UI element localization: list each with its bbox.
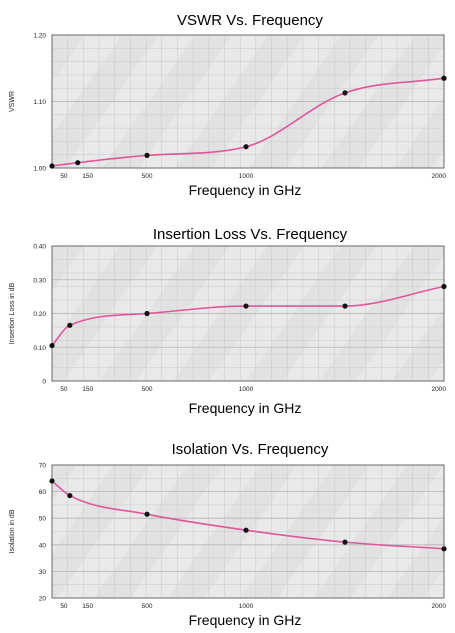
vswr-data-point bbox=[441, 75, 447, 81]
vswr-plot-frame bbox=[51, 34, 445, 169]
isolation-y-tick-label: 60 bbox=[39, 489, 47, 496]
isolation-y-tick-label: 30 bbox=[39, 569, 47, 576]
insertion-loss-data-point bbox=[342, 303, 348, 309]
insertion-loss-grid bbox=[52, 245, 444, 382]
insertion-loss-x-tick-label: 500 bbox=[142, 386, 153, 393]
insertion-loss-y-tick-label: 0.20 bbox=[33, 311, 46, 318]
isolation-data-point bbox=[67, 492, 73, 499]
vswr-x-tick-label: 1000 bbox=[239, 173, 254, 180]
insertion-loss-plot-frame bbox=[51, 245, 445, 382]
isolation-chart-title: Isolation Vs. Frequency bbox=[172, 441, 329, 458]
vswr-y-tick-label: 1.10 bbox=[33, 99, 46, 106]
isolation-data-point bbox=[49, 478, 55, 484]
isolation-y-axis-label: Isolation in dB bbox=[9, 509, 16, 553]
isolation-data-point bbox=[243, 527, 249, 533]
isolation-x-tick-label: 150 bbox=[82, 603, 93, 610]
insertion-loss-y-tick-label: 0 bbox=[42, 379, 46, 386]
isolation-x-tick-label: 1000 bbox=[239, 603, 254, 610]
insertion-loss-chart: Insertion Loss Vs. Frequency 0 0.10 0.20 0.3… bbox=[9, 226, 447, 416]
insertion-loss-chart-title: Insertion Loss Vs. Frequency bbox=[153, 226, 348, 243]
insertion-loss-data-point bbox=[441, 283, 447, 290]
insertion-loss-y-tick-label: 0.40 bbox=[33, 244, 46, 251]
isolation-data-point bbox=[441, 546, 447, 552]
insertion-loss-y-axis-label: Insertion Loss in dB bbox=[9, 282, 16, 344]
insertion-loss-x-tick-label: 50 bbox=[60, 386, 68, 393]
insertion-loss-x-tick-label: 150 bbox=[82, 386, 93, 393]
isolation-y-tick-label: 40 bbox=[39, 542, 47, 549]
insertion-loss-data-point bbox=[49, 342, 55, 349]
vswr-data-point bbox=[342, 90, 348, 96]
vswr-x-tick-label: 150 bbox=[82, 173, 93, 180]
vswr-x-tick-label: 500 bbox=[142, 173, 153, 180]
isolation-y-tick-label: 70 bbox=[39, 463, 47, 470]
vswr-x-axis-label: Frequency in GHz bbox=[189, 182, 302, 198]
isolation-y-tick-label: 50 bbox=[39, 516, 47, 523]
insertion-loss-data-point bbox=[67, 322, 73, 328]
isolation-y-tick-label: 20 bbox=[39, 596, 47, 603]
isolation-x-tick-label: 50 bbox=[60, 603, 68, 610]
vswr-y-axis-label: VSWR bbox=[9, 91, 16, 112]
insertion-loss-x-tick-label: 2000 bbox=[432, 386, 447, 393]
isolation-data-point bbox=[144, 511, 150, 517]
vswr-y-tick-label: 1.20 bbox=[33, 33, 46, 40]
insertion-loss-x-axis-label: Frequency in GHz bbox=[189, 400, 302, 416]
vswr-x-tick-label: 50 bbox=[60, 173, 68, 180]
vswr-chart: VSWR Vs. Frequency 1.00 1.10 1.20 50 150 500 10… bbox=[9, 12, 447, 198]
isolation-data-point bbox=[342, 539, 348, 545]
insertion-loss-x-tick-label: 1000 bbox=[239, 386, 254, 393]
vswr-y-tick-label: 1.00 bbox=[33, 166, 46, 173]
vswr-data-point bbox=[49, 163, 55, 169]
isolation-x-axis-label: Frequency in GHz bbox=[189, 612, 302, 628]
vswr-x-tick-label: 2000 bbox=[432, 173, 447, 180]
isolation-x-tick-label: 500 bbox=[142, 603, 153, 610]
isolation-x-tick-label: 2000 bbox=[432, 603, 447, 610]
insertion-loss-y-tick-label: 0.30 bbox=[33, 277, 46, 284]
insertion-loss-y-tick-label: 0.10 bbox=[33, 345, 46, 352]
vswr-data-point bbox=[75, 160, 81, 166]
vswr-data-point bbox=[243, 144, 249, 150]
vswr-chart-title: VSWR Vs. Frequency bbox=[177, 12, 323, 29]
isolation-chart: Isolation Vs. Frequency 20 30 40 50 60 70 50 150… bbox=[9, 441, 447, 628]
insertion-loss-data-point bbox=[243, 303, 249, 309]
vswr-data-point bbox=[144, 152, 150, 158]
isolation-plot-frame bbox=[51, 464, 445, 599]
insertion-loss-data-point bbox=[144, 310, 150, 317]
